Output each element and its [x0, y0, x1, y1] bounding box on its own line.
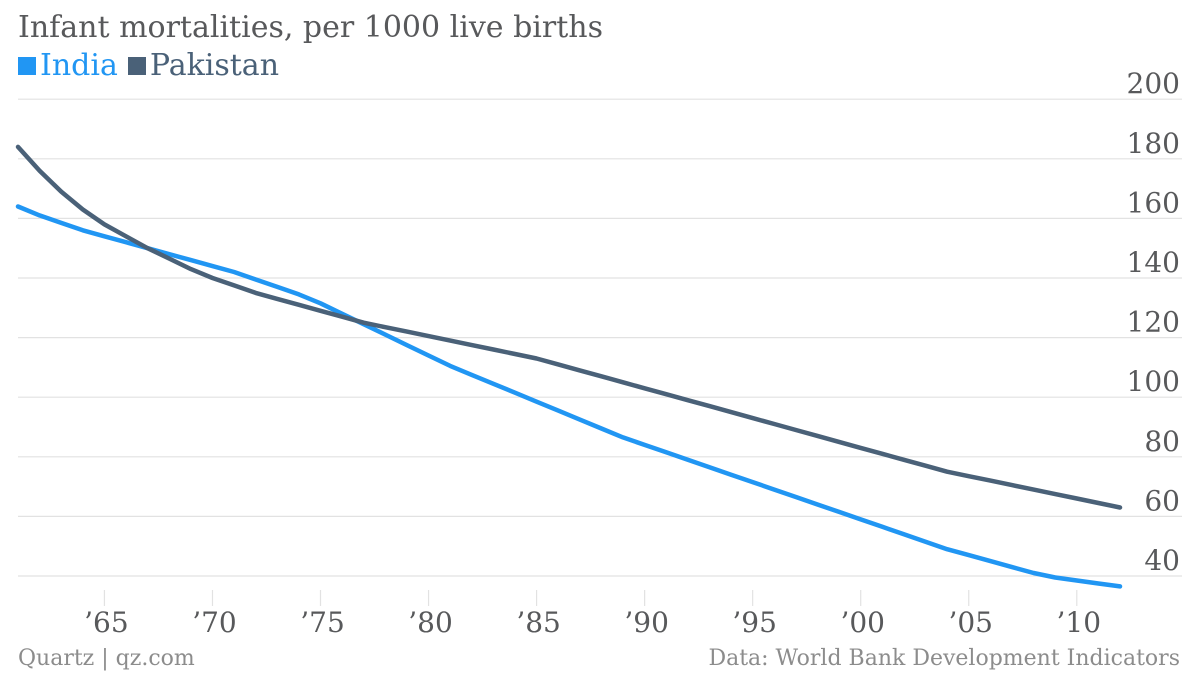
x-tick-label-1980: ’80	[408, 606, 453, 639]
y-tick-label-200: 200	[1127, 67, 1180, 100]
y-tick-label-40: 40	[1144, 544, 1180, 577]
legend-item-pakistan: Pakistan	[127, 48, 280, 83]
y-tick-label-120: 120	[1127, 306, 1180, 339]
legend-swatch-pakistan	[127, 56, 146, 75]
x-tick-label-2000: ’00	[840, 606, 885, 639]
series-line-pakistan	[15, 144, 1123, 510]
legend: India Pakistan	[18, 48, 289, 83]
y-tick-label-80: 80	[1144, 425, 1180, 458]
legend-swatch-india	[18, 56, 36, 75]
y-tick-label-160: 160	[1127, 186, 1180, 219]
x-tick-label-2005: ’05	[948, 606, 993, 639]
x-tick-label-1990: ’90	[624, 606, 669, 639]
chart-title: Infant mortalities, per 1000 live births	[18, 10, 603, 45]
x-tick-label-2010: ’10	[1057, 606, 1102, 639]
x-tick-label-1970: ’70	[192, 606, 237, 639]
y-tick-label-180: 180	[1127, 127, 1180, 160]
x-tick-label-1995: ’95	[732, 606, 777, 639]
x-tick-label-1965: ’65	[84, 606, 129, 639]
footer-credit: Quartz | qz.com	[18, 646, 195, 671]
y-tick-label-100: 100	[1127, 365, 1180, 398]
y-tick-label-60: 60	[1144, 484, 1180, 517]
legend-label-pakistan: Pakistan	[149, 48, 280, 83]
y-tick-label-140: 140	[1127, 246, 1180, 279]
x-tick-label-1975: ’75	[300, 606, 345, 639]
x-tick-label-1985: ’85	[516, 606, 561, 639]
footer-source: Data: World Bank Development Indicators	[708, 646, 1180, 671]
legend-item-india: India	[18, 48, 118, 83]
series-line-india	[15, 204, 1123, 589]
legend-label-india: India	[40, 48, 118, 83]
